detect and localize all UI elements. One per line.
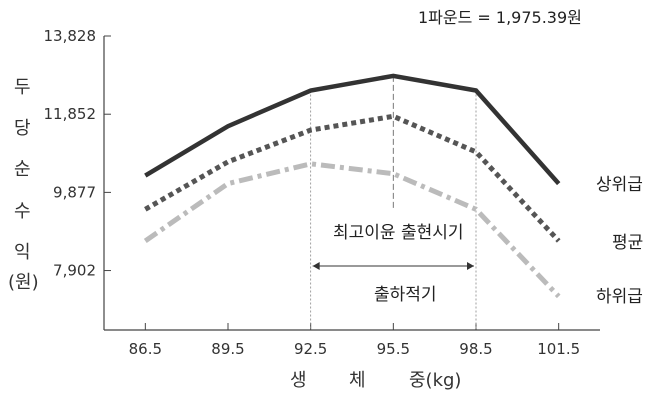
guide-lines xyxy=(310,75,477,330)
series-label-lower: 하위급 xyxy=(596,287,643,307)
y-tick-label: 9,877 xyxy=(53,183,96,201)
x-tick-label: 89.5 xyxy=(211,340,244,358)
x-tick-label: 92.5 xyxy=(294,340,327,358)
series-lines xyxy=(143,73,561,299)
optimal-shipping-label: 출하적기 xyxy=(374,285,437,305)
x-axis-label-char: 체 xyxy=(349,370,366,391)
x-tick-label: 101.5 xyxy=(537,340,580,358)
arrow-head-left xyxy=(312,262,320,270)
y-axis-label-char: 당 xyxy=(14,118,31,139)
tick-labels: 7,902 9,877 11,852 13,828 86.5 89.5 92.5 95.5 98… xyxy=(44,27,581,358)
y-axis-label-char: 순 xyxy=(14,159,31,180)
peak-profit-label: 최고이윤 출현시기 xyxy=(333,223,464,243)
x-axis-label-char: 중(kg) xyxy=(409,370,462,391)
y-axis-label-char: 익 xyxy=(14,242,31,263)
currency-note: 1파운드 = 1,975.39원 xyxy=(418,8,582,27)
arrow-head-right xyxy=(467,262,474,270)
x-axis-label-char: 생 xyxy=(290,370,307,391)
y-tick-label: 11,852 xyxy=(44,105,97,123)
series-label-upper: 상위급 xyxy=(596,175,643,195)
y-axis-label-char: 수 xyxy=(14,201,31,222)
x-tick-label: 86.5 xyxy=(129,340,162,358)
series-line-2 xyxy=(143,161,561,299)
series-label-average: 평균 xyxy=(612,233,644,253)
y-axis-label-char: (원) xyxy=(8,272,39,293)
series-line-1 xyxy=(144,113,561,243)
y-tick-label: 7,902 xyxy=(53,262,96,280)
axes xyxy=(103,35,600,331)
x-tick-label: 98.5 xyxy=(459,340,492,358)
y-axis-label-char: 두 xyxy=(14,77,31,98)
y-tick-label: 13,828 xyxy=(44,27,97,45)
x-tick-label: 95.5 xyxy=(377,340,410,358)
series-line-0 xyxy=(144,73,561,186)
